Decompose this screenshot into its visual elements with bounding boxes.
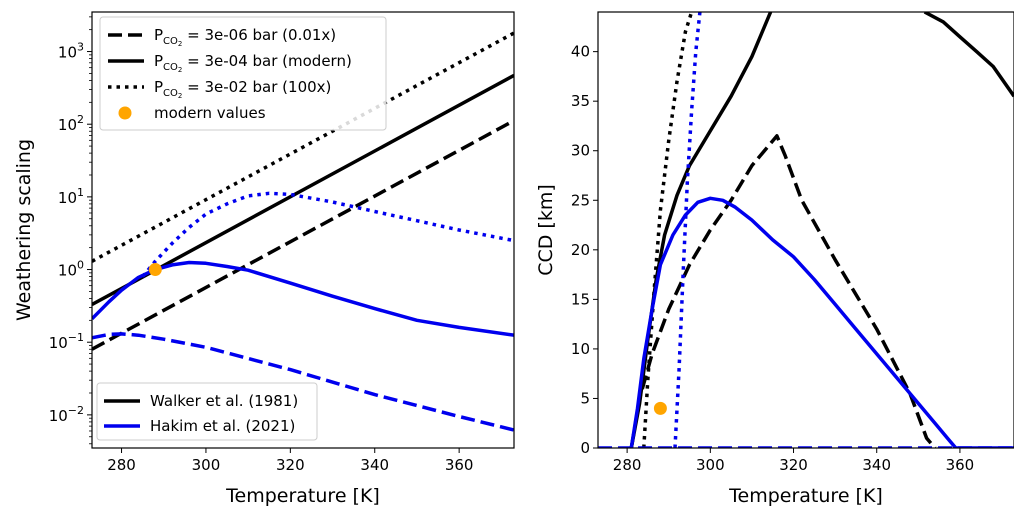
legend-label-walker: Walker et al. (1981) — [150, 392, 298, 410]
legend-entry-dotted: PCO2 = 3e-02 bar (100x) — [108, 78, 331, 100]
left-x-tick-label: 340 — [360, 456, 389, 474]
right-x-tick-label: 320 — [779, 456, 808, 474]
right-x-tick-label: 300 — [696, 456, 725, 474]
left-x-tick-label: 280 — [107, 456, 136, 474]
right-y-tick-label: 10 — [571, 340, 590, 358]
right-x-tick-label: 360 — [946, 456, 975, 474]
legend-label-hakim: Hakim et al. (2021) — [150, 417, 295, 435]
right-y-tick-label: 25 — [571, 191, 590, 209]
left-y-axis-label: Weathering scaling — [13, 139, 35, 321]
left-series-walker-100x-2 — [92, 31, 514, 263]
right-y-tick-label: 20 — [571, 241, 590, 259]
left-y-tick-label: 10−2 — [49, 404, 84, 425]
right-panel: 280 300 320 340 360 0 5 10 15 20 25 30 35 40 Temperat… — [535, 11, 1014, 506]
right-series-walker-modern-2 — [923, 12, 1014, 98]
left-y-tick-label: 100 — [58, 259, 84, 280]
left-x-axis-label: Temperature [K] — [225, 485, 380, 506]
left-panel: 280 300 320 340 360 10−2 10−1 100 101 102 103 Temp… — [13, 11, 515, 506]
legend-entry-solid: PCO2 = 3e-04 bar (modern) — [108, 52, 352, 74]
right-x-axis-label: Temperature [K] — [728, 485, 883, 506]
legend-label-dotted: PCO2 = 3e-02 bar (100x) — [154, 78, 331, 100]
left-modern-value-marker — [148, 263, 162, 277]
legend-label-dashed: PCO2 = 3e-06 bar (0.01x) — [154, 26, 336, 48]
legend-entry-modern-values: modern values — [118, 104, 266, 122]
left-y-tick-label: 101 — [58, 186, 84, 207]
right-series-walker-100x-3 — [642, 12, 694, 448]
right-y-tick-label: 40 — [571, 43, 590, 61]
legend-models: Walker et al. (1981) Hakim et al. (2021) — [96, 382, 318, 441]
left-x-tick-label: 320 — [276, 456, 305, 474]
left-series-group — [92, 31, 514, 432]
legend-label-solid: PCO2 = 3e-04 bar (modern) — [154, 52, 352, 74]
left-x-tick-label: 300 — [192, 456, 221, 474]
right-y-tick-label: 5 — [580, 389, 590, 407]
right-y-tick-label: 15 — [571, 290, 590, 308]
legend-swatch-modern-values — [118, 106, 132, 120]
right-series-group — [598, 12, 1014, 448]
left-y-tick-label: 103 — [58, 41, 84, 62]
legend-pco2: PCO2 = 3e-06 bar (0.01x) PCO2 = 3e-04 ba… — [99, 16, 387, 131]
legend-models-frame — [96, 382, 318, 441]
right-series-hakim-100x-6 — [673, 12, 702, 448]
legend-label-modern-values: modern values — [154, 104, 266, 122]
right-ticks: 280 300 320 340 360 0 5 10 15 20 25 30 35 40 — [571, 43, 974, 474]
left-series-walker-0.01x-0 — [92, 119, 514, 351]
left-series-hakim-modern-4 — [92, 260, 514, 337]
left-y-tick-label: 10−1 — [49, 331, 84, 352]
right-y-tick-label: 35 — [571, 92, 590, 110]
legend-pco2-frame — [99, 16, 387, 131]
legend-entry-hakim: Hakim et al. (2021) — [104, 417, 295, 435]
left-axes-frame — [91, 11, 515, 449]
right-x-tick-label: 340 — [862, 456, 891, 474]
right-axes-frame — [597, 11, 1014, 449]
right-series-walker-0.01x-0 — [629, 134, 937, 448]
right-series-hakim-modern-5 — [629, 196, 1014, 448]
right-series-walker-modern-1 — [629, 12, 773, 448]
legend-entry-walker: Walker et al. (1981) — [104, 392, 298, 410]
left-x-tick-label: 360 — [445, 456, 474, 474]
right-y-tick-label: 0 — [580, 439, 590, 457]
right-y-axis-label: CCD [km] — [535, 184, 557, 276]
left-ticks: 280 300 320 340 360 10−2 10−1 100 101 102 103 — [49, 16, 474, 474]
right-y-tick-label: 30 — [571, 142, 590, 160]
legend-entry-dashed: PCO2 = 3e-06 bar (0.01x) — [108, 26, 336, 48]
left-series-hakim-100x-5 — [141, 191, 514, 278]
left-y-tick-label: 102 — [58, 113, 84, 134]
left-series-hakim-0.01x-3 — [92, 332, 514, 432]
right-modern-value-marker — [653, 401, 667, 415]
right-x-tick-label: 280 — [613, 456, 642, 474]
